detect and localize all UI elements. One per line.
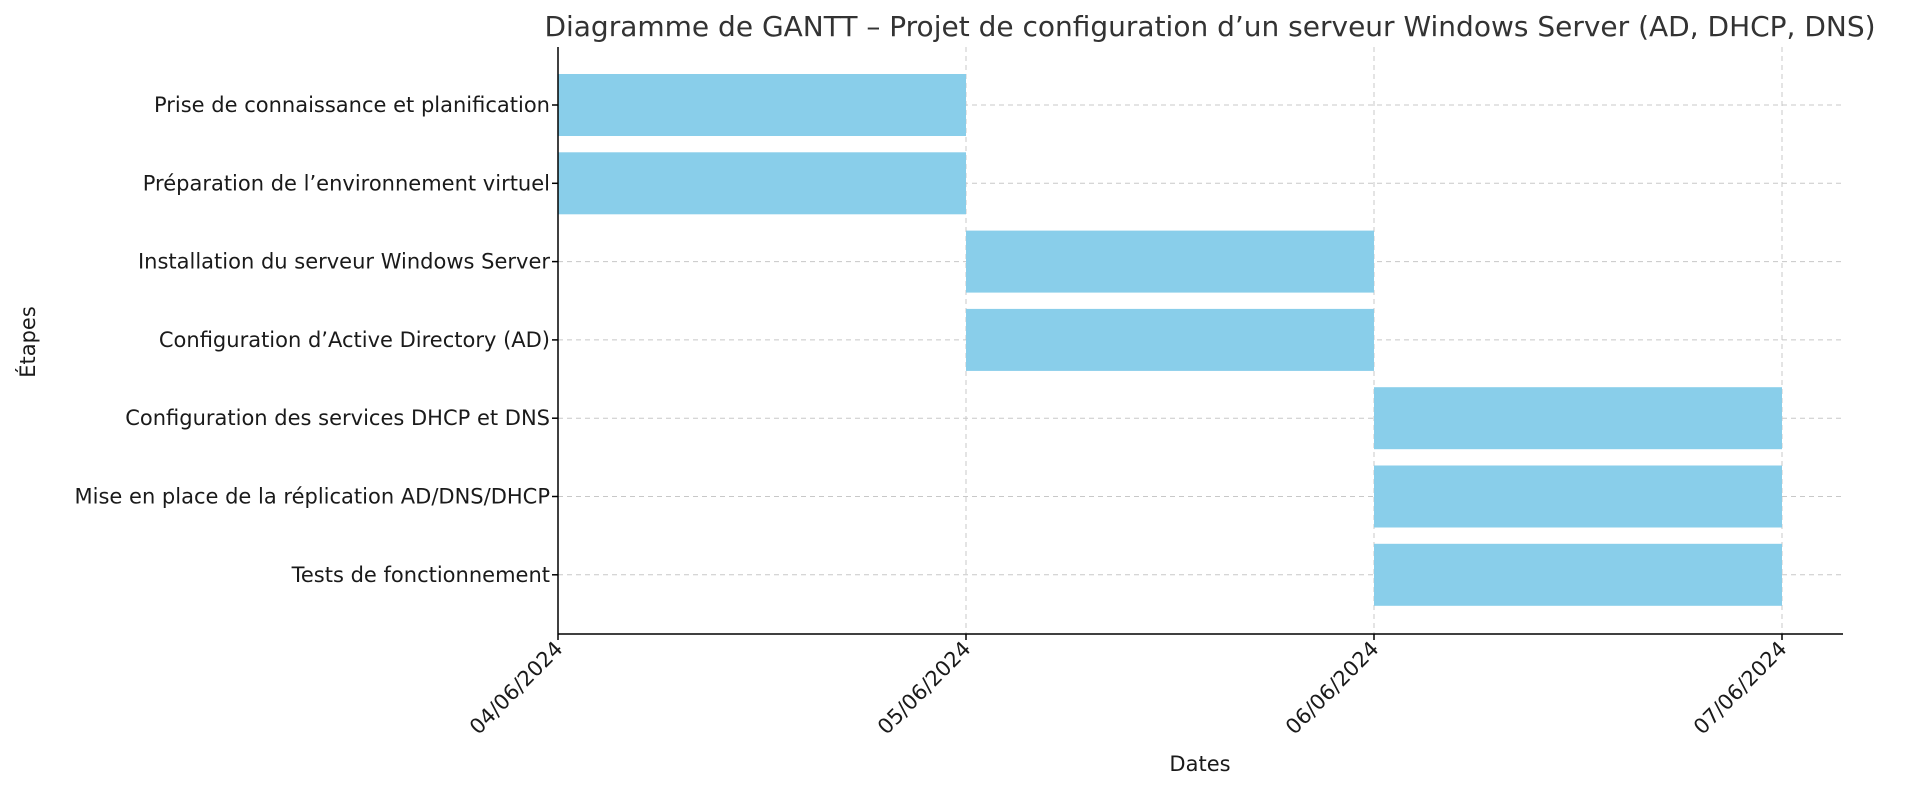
task-label: Installation du serveur Windows Server bbox=[138, 250, 550, 274]
axes bbox=[552, 47, 1843, 640]
task-label: Mise en place de la réplication AD/DNS/D… bbox=[75, 485, 550, 509]
task-bars bbox=[558, 74, 1782, 606]
task-label: Configuration d’Active Directory (AD) bbox=[159, 328, 550, 352]
x-axis-title: Dates bbox=[1169, 752, 1230, 776]
task-label: Configuration des services DHCP et DNS bbox=[125, 406, 550, 430]
y-axis-title: Étapes bbox=[15, 306, 40, 378]
x-tick-labels: 04/06/2024 05/06/2024 06/06/2024 07/06/2024 bbox=[465, 637, 1792, 740]
x-tick-label: 04/06/2024 bbox=[465, 637, 568, 740]
task-label: Prise de connaissance et planification bbox=[154, 93, 550, 117]
task-bar bbox=[1374, 465, 1782, 528]
task-bar bbox=[1374, 387, 1782, 450]
task-bar bbox=[558, 152, 966, 215]
task-bar bbox=[966, 230, 1374, 293]
x-tick-label: 06/06/2024 bbox=[1281, 637, 1384, 740]
task-bar bbox=[966, 308, 1374, 371]
task-bar bbox=[558, 74, 966, 136]
task-bar bbox=[1374, 543, 1782, 606]
x-tick-label: 07/06/2024 bbox=[1689, 637, 1792, 740]
task-label: Tests de fonctionnement bbox=[291, 563, 550, 587]
chart-title: Diagramme de GANTT – Projet de configura… bbox=[544, 10, 1875, 43]
task-label: Préparation de l’environnement virtuel bbox=[143, 171, 550, 195]
x-tick-label: 05/06/2024 bbox=[873, 637, 976, 740]
task-labels: Prise de connaissance et planification Pr… bbox=[75, 93, 551, 587]
